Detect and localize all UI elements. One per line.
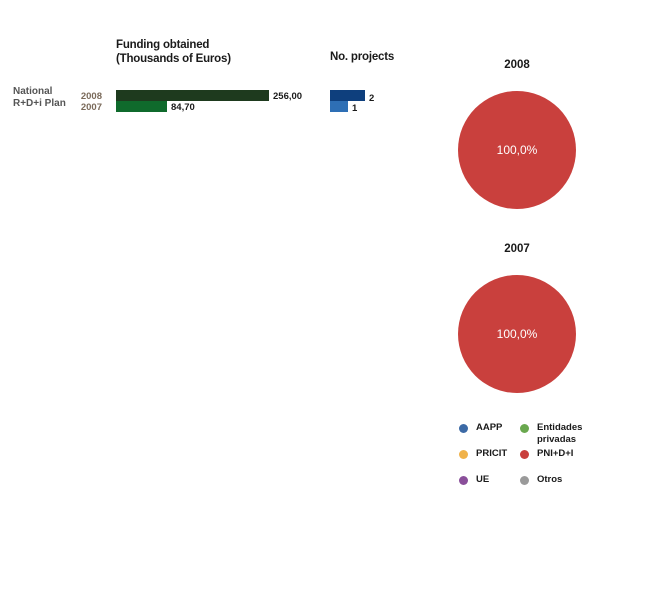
legend-label-pni: PNI+D+I [537,448,574,459]
legend-label-entidades-privadas: Entidades privadas [537,422,583,445]
year-label-2007: 2007 [80,102,102,113]
funding-bar-chart: 256,00 84,70 [116,90,316,114]
projects-header: No. projects [330,51,395,63]
legend-dot-pricit [459,450,468,459]
projects-value-2008: 2 [369,93,375,104]
row-label-line1: National [13,86,53,97]
legend-item-aapp: AAPP [459,422,536,434]
pie-2008-title: 2008 [504,59,530,71]
legend-label-aapp: AAPP [476,422,503,433]
legend-item-ue: UE [459,474,536,486]
legend-label-pricit: PRICIT [476,448,508,459]
legend-dot-aapp [459,424,468,433]
projects-bar-chart: 2 1 [330,90,390,114]
projects-bar-2007 [330,101,348,112]
pie-2008-slice-pni [458,91,576,209]
pie-2008-slice-label: 100,0% [497,143,538,157]
legend-dot-entidades-privadas [520,424,529,433]
year-label-2008: 2008 [80,91,102,102]
row-label: National R+D+i Plan [13,86,66,110]
pie-2008: 100,0% [458,91,576,209]
legend-item-pni: PNI+D+I [520,448,597,460]
legend-dot-otros [520,476,529,485]
funding-header: Funding obtained (Thousands of Euros) [116,38,231,66]
pie-2007-slice-label: 100,0% [497,327,538,341]
pie-2007: 100,0% [458,275,576,393]
funding-bar-2008 [116,90,269,101]
funding-header-line1: Funding obtained [116,39,210,51]
projects-value-2007: 1 [352,103,358,114]
projects-bar-2008 [330,90,365,101]
legend-label-otros: Otros [537,474,563,485]
pie-2007-slice-pni [458,275,576,393]
legend-dot-ue [459,476,468,485]
legend-dot-pni [520,450,529,459]
legend-item-otros: Otros [520,474,597,486]
legend-label-ue: UE [476,474,490,485]
legend-item-entidades-privadas: Entidades privadas [520,422,597,446]
row-label-line2: R+D+i Plan [13,98,66,109]
legend-item-pricit: PRICIT [459,448,536,460]
pie-2007-title: 2007 [504,243,530,255]
funding-value-2007: 84,70 [171,102,195,113]
funding-header-line2: (Thousands of Euros) [116,53,231,65]
funding-bar-2007 [116,101,167,112]
funding-value-2008: 256,00 [273,91,303,102]
